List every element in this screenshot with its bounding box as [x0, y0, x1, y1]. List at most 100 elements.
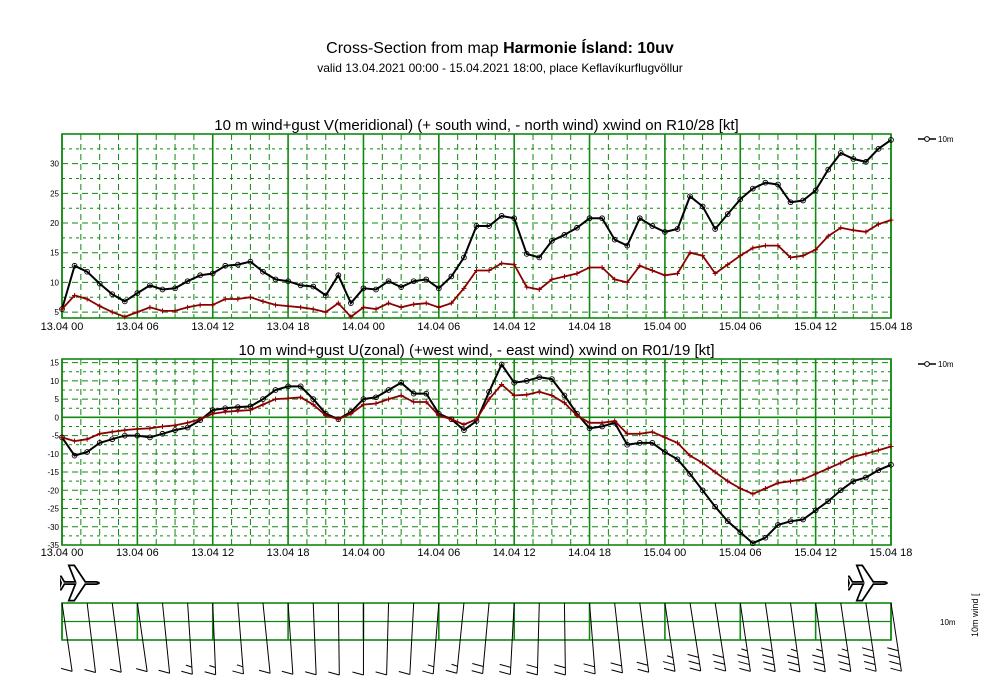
data-point-wind — [586, 425, 593, 432]
data-point-wind — [837, 487, 844, 494]
data-point-gust — [561, 273, 567, 279]
data-point-wind — [473, 223, 480, 229]
data-point-gust — [800, 476, 806, 482]
data-point-gust — [185, 420, 191, 426]
data-point-gust — [850, 227, 856, 233]
data-point-wind — [888, 461, 894, 468]
data-point-gust — [210, 302, 216, 308]
data-point-gust — [197, 302, 203, 308]
data-point-gust — [599, 265, 605, 271]
wind-barb-flag — [737, 654, 749, 659]
data-point-gust — [84, 436, 90, 442]
data-point-wind — [461, 427, 467, 433]
data-point-wind — [699, 203, 706, 210]
x-tick-label: 13.04 12 — [191, 321, 234, 333]
data-point-gust — [574, 413, 580, 419]
x-tick-label: 13.04 00 — [41, 547, 84, 559]
wind-barb-staff — [689, 602, 702, 672]
airplane-icon-right — [848, 564, 888, 602]
data-point-gust — [360, 304, 366, 310]
data-point-wind — [875, 467, 882, 474]
wind-barb-flag — [636, 661, 648, 666]
data-point-wind — [536, 254, 543, 261]
data-point-gust — [762, 485, 768, 491]
data-point-wind — [423, 276, 430, 283]
wind-barb-staff — [136, 602, 148, 672]
data-point-wind — [687, 193, 693, 200]
wind-barb-flag — [663, 667, 676, 672]
wind-barb-staff — [337, 602, 340, 675]
data-point-wind — [523, 378, 530, 384]
x-tick-label: 15.04 00 — [643, 321, 686, 333]
data-point-gust — [499, 382, 505, 388]
data-point-wind — [837, 150, 844, 156]
data-point-gust — [159, 308, 165, 314]
wind-barb-staff — [815, 602, 826, 672]
wind-barb — [305, 602, 317, 676]
wind-barb-flag — [84, 669, 96, 674]
data-point-gust — [888, 217, 894, 223]
data-point-gust — [97, 431, 103, 437]
wind-barb — [158, 602, 171, 674]
wind-barb-flag — [258, 669, 271, 674]
data-point-gust — [587, 420, 593, 426]
data-point-wind — [448, 273, 455, 280]
wind-barb — [526, 602, 540, 676]
data-point-wind — [800, 197, 806, 204]
data-point-wind — [624, 242, 631, 249]
data-point-gust — [511, 262, 517, 268]
data-point-gust — [260, 402, 266, 408]
wind-barb-staff — [409, 602, 415, 675]
x-tick-label: 13.04 18 — [267, 321, 310, 333]
wind-barb-staff — [61, 602, 73, 672]
wind-barb — [610, 602, 623, 674]
wind-barb-flag — [471, 670, 483, 675]
data-point-wind — [536, 374, 543, 381]
data-point-wind — [662, 229, 668, 235]
wind-barb-staff — [536, 602, 540, 675]
wind-barb-flag — [204, 671, 216, 676]
x-tick-label: 13.04 00 — [41, 321, 84, 333]
data-point-wind — [636, 440, 643, 446]
data-point-wind — [574, 224, 580, 231]
data-point-gust — [750, 491, 756, 497]
data-point-gust — [674, 440, 680, 446]
data-point-gust — [511, 392, 517, 398]
wind-barb-flag — [611, 669, 623, 674]
wind-barb-staff — [639, 602, 650, 673]
x-tick-label: 13.04 06 — [116, 547, 159, 559]
data-point-gust — [448, 300, 454, 306]
data-point-wind — [461, 254, 467, 261]
wind-barb-flag — [839, 668, 851, 672]
wind-barb-flag — [554, 671, 566, 676]
data-point-wind — [812, 187, 819, 194]
data-point-wind — [724, 211, 731, 217]
wind-barb — [861, 602, 877, 672]
data-point-wind — [486, 388, 492, 395]
data-point-gust — [674, 270, 680, 276]
data-point-wind — [498, 361, 505, 368]
data-point-gust — [662, 434, 668, 440]
wind-barb-flag — [838, 661, 850, 666]
data-point-gust — [687, 250, 693, 256]
data-point-wind — [96, 280, 103, 287]
data-point-wind — [624, 441, 631, 448]
data-point-wind — [297, 282, 304, 289]
data-point-wind — [649, 440, 656, 446]
data-point-wind — [423, 390, 430, 397]
wind-barb — [662, 602, 676, 672]
data-point-wind — [561, 392, 568, 399]
data-point-wind — [662, 449, 668, 455]
wind-barb — [110, 602, 122, 673]
data-point-gust — [524, 284, 530, 290]
data-point-gust — [159, 423, 165, 429]
wind-barb-flag — [110, 668, 122, 673]
wind-barb-flag — [787, 661, 800, 666]
data-point-wind — [825, 498, 832, 505]
wind-barb — [352, 603, 364, 676]
data-point-wind — [863, 474, 869, 481]
x-tick-label: 15.04 12 — [794, 547, 837, 559]
wind-barb — [761, 602, 776, 673]
data-point-gust — [499, 260, 505, 266]
wind-barb-half-flag — [816, 648, 823, 652]
